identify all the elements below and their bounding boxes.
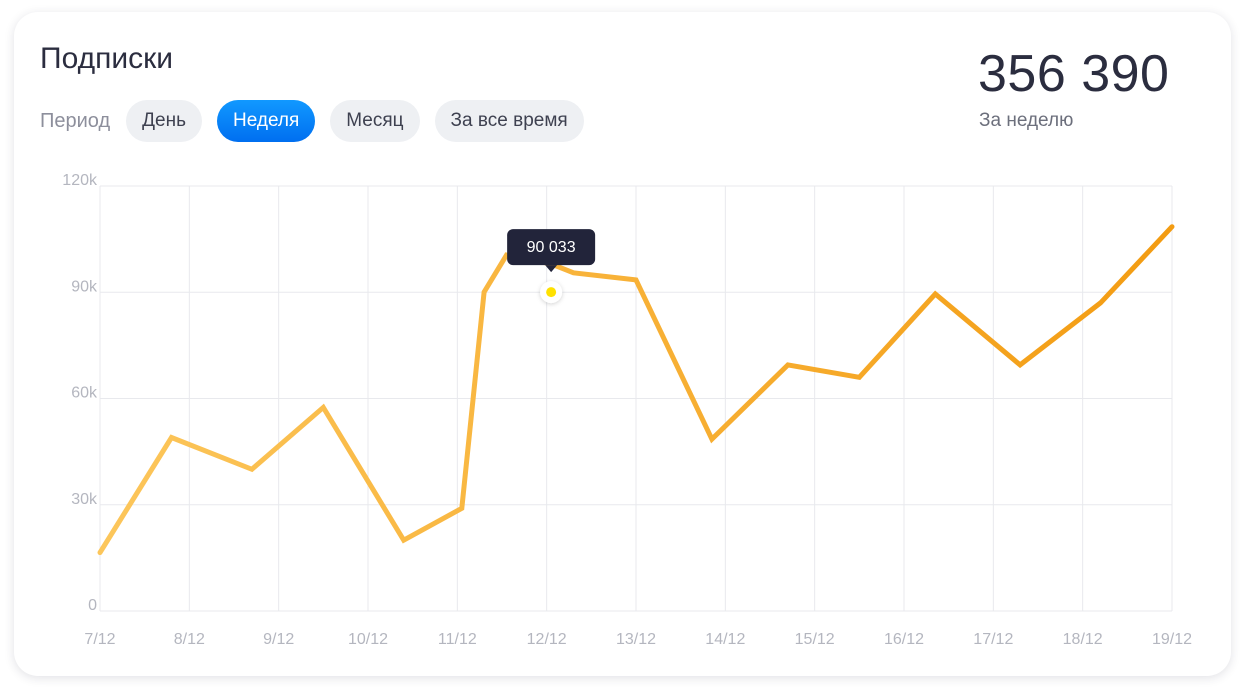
card-title: Подписки xyxy=(40,42,173,75)
x-tick-label: 14/12 xyxy=(705,631,745,648)
tooltip-value: 90 033 xyxy=(527,239,576,256)
series-line xyxy=(97,224,1175,556)
total-value: 356 390 xyxy=(978,45,1170,103)
x-tick-label: 9/12 xyxy=(263,631,294,648)
y-tick-label: 60k xyxy=(71,385,98,402)
x-tick-label: 7/12 xyxy=(84,631,115,648)
x-tick-label: 17/12 xyxy=(973,631,1013,648)
period-label: Период xyxy=(40,109,111,132)
y-tick-label: 90k xyxy=(71,278,98,295)
x-tick-label: 13/12 xyxy=(616,631,656,648)
highlight-point[interactable] xyxy=(546,287,557,298)
x-tick-label: 16/12 xyxy=(884,631,924,648)
y-tick-label: 120k xyxy=(62,172,98,189)
x-tick-label: 10/12 xyxy=(348,631,388,648)
x-tick-label: 12/12 xyxy=(527,631,567,648)
period-month-button[interactable]: Месяц xyxy=(330,100,420,142)
x-tick-label: 11/12 xyxy=(438,631,477,648)
total-caption: За неделю xyxy=(979,110,1074,131)
period-day-button[interactable]: День xyxy=(126,100,202,142)
subscriptions-card xyxy=(14,12,1231,676)
y-tick-label: 0 xyxy=(88,597,97,614)
tooltip-box xyxy=(507,229,596,266)
tooltip-pointer xyxy=(545,265,558,273)
period-week-button[interactable]: Неделя xyxy=(216,100,316,142)
y-tick-label: 30k xyxy=(71,491,98,508)
x-tick-label: 19/12 xyxy=(1152,631,1192,648)
period-selector: Период День Неделя Месяц За все время xyxy=(40,100,584,142)
period-all-time-button[interactable]: За все время xyxy=(434,100,584,142)
x-tick-label: 15/12 xyxy=(795,631,835,648)
x-tick-label: 8/12 xyxy=(174,631,205,648)
x-tick-label: 18/12 xyxy=(1063,631,1103,648)
